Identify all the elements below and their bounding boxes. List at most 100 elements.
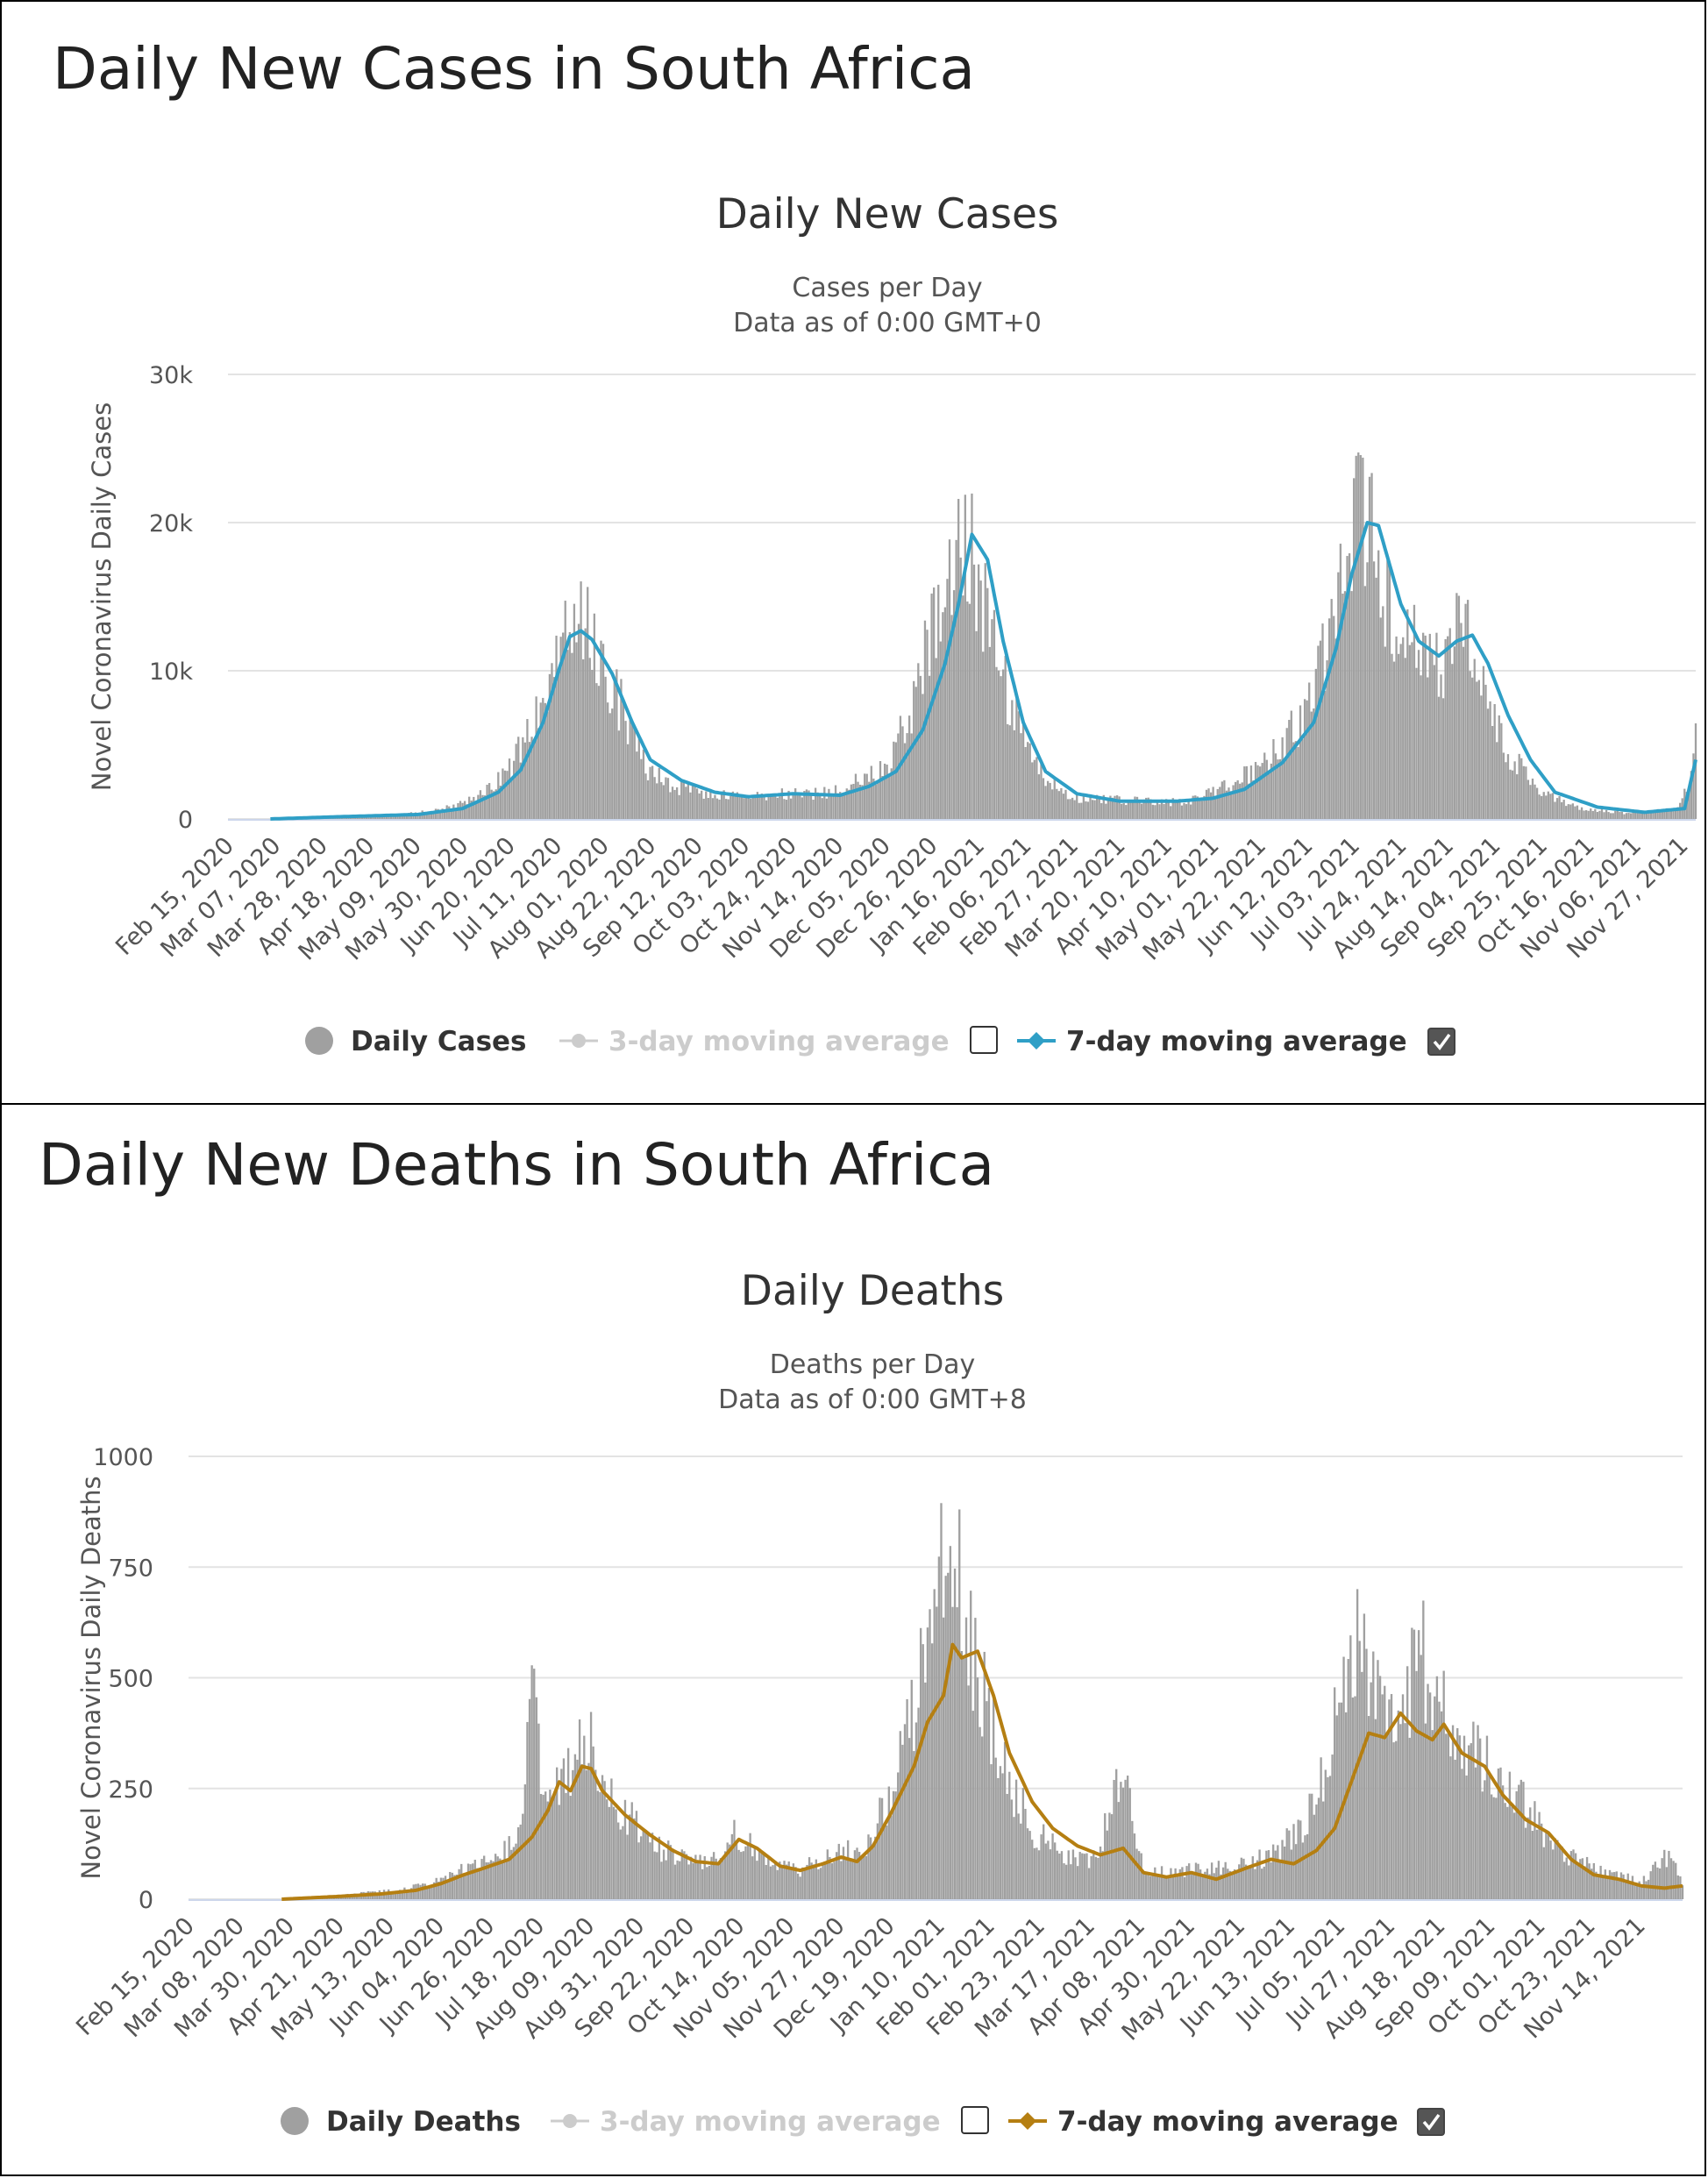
legend-daily-label[interactable]: Daily Cases <box>351 1026 527 1057</box>
daily-bar <box>1101 1851 1103 1899</box>
daily-bar <box>1613 1872 1615 1899</box>
daily-bar <box>431 1887 432 1899</box>
daily-bar <box>890 1816 892 1899</box>
daily-bar <box>734 796 736 819</box>
daily-bar <box>647 780 649 819</box>
daily-bar <box>465 1873 466 1899</box>
daily-bar <box>1462 647 1464 819</box>
daily-bar <box>906 733 907 819</box>
daily-bar <box>1590 808 1591 819</box>
daily-bar <box>1242 1859 1244 1899</box>
daily-bar <box>1022 724 1024 819</box>
daily-bar <box>901 726 903 819</box>
legend-3day-marker[interactable] <box>572 1034 586 1048</box>
daily-bar <box>810 794 812 819</box>
daily-bar <box>1556 1840 1558 1899</box>
daily-bar <box>1605 810 1607 819</box>
daily-bar <box>1543 1847 1545 1899</box>
legend-3day-marker[interactable] <box>563 2114 577 2128</box>
checkbox-3day[interactable] <box>971 1027 997 1053</box>
daily-bar <box>1061 1851 1063 1899</box>
daily-bar <box>703 799 705 819</box>
daily-bar <box>1425 636 1427 819</box>
daily-bar <box>468 797 470 819</box>
daily-bar <box>767 794 769 819</box>
daily-bar <box>1541 796 1542 819</box>
y-tick-label: 0 <box>178 807 193 834</box>
legend-bar-marker[interactable] <box>305 1027 333 1055</box>
daily-bar <box>731 1834 733 1899</box>
daily-bar <box>1007 1794 1008 1899</box>
daily-bar <box>586 1770 587 1899</box>
daily-bar <box>616 669 617 819</box>
daily-bar <box>1379 1676 1381 1899</box>
daily-bar <box>1411 1627 1413 1899</box>
daily-bar <box>517 1827 519 1899</box>
legend-3day-label[interactable]: 3-day moving average <box>608 1026 950 1057</box>
daily-bar <box>1047 781 1049 819</box>
legend-7day-marker[interactable] <box>1028 1032 1045 1050</box>
daily-bar <box>1288 720 1290 819</box>
daily-bar <box>1325 1769 1327 1899</box>
daily-bar <box>1088 1868 1090 1899</box>
daily-bar <box>623 702 624 819</box>
daily-bar <box>558 673 559 819</box>
daily-bar <box>1554 802 1555 819</box>
daily-bar <box>794 1867 796 1899</box>
daily-bar <box>555 636 557 819</box>
daily-bar <box>517 737 519 819</box>
legend-bar-marker[interactable] <box>281 2107 309 2135</box>
daily-bar <box>1132 802 1134 819</box>
daily-bar <box>792 793 794 819</box>
daily-bar <box>708 798 709 819</box>
daily-bar <box>1085 1854 1087 1899</box>
daily-bar <box>989 647 991 819</box>
daily-bar <box>1454 646 1455 819</box>
daily-bar <box>513 761 515 819</box>
daily-bar <box>1370 1683 1372 1899</box>
daily-bar <box>565 1793 566 1899</box>
checkbox-3day[interactable] <box>962 2107 988 2133</box>
daily-bar <box>480 1859 482 1899</box>
daily-bar <box>786 800 787 819</box>
deaths-panel: Daily New Deaths in South Africa Daily D… <box>0 1103 1706 2176</box>
daily-bar <box>624 721 626 819</box>
checkbox-7day[interactable] <box>1428 1028 1455 1055</box>
daily-bar <box>578 624 580 819</box>
daily-bar <box>590 1712 592 1899</box>
daily-bar <box>1321 623 1323 819</box>
daily-bar <box>835 786 836 819</box>
daily-bar <box>649 1842 651 1899</box>
daily-bar <box>1337 573 1339 819</box>
daily-bar <box>1491 726 1493 819</box>
daily-bar <box>1512 771 1513 819</box>
daily-bar <box>687 1864 689 1899</box>
legend-daily-label[interactable]: Daily Deaths <box>326 2106 521 2138</box>
legend-7day-label[interactable]: 7-day moving average <box>1057 2106 1398 2138</box>
daily-bar <box>1465 1776 1467 1899</box>
legend-7day-label[interactable]: 7-day moving average <box>1066 1026 1407 1057</box>
daily-bar <box>705 791 707 819</box>
checkbox-7day[interactable] <box>1418 2109 1444 2135</box>
daily-bar <box>717 1865 719 1899</box>
legend-3day-label[interactable]: 3-day moving average <box>600 2106 941 2138</box>
daily-bar <box>535 696 537 819</box>
daily-bar <box>1356 1589 1358 1899</box>
legend-7day-marker[interactable] <box>1019 2112 1036 2130</box>
daily-bar <box>1413 1630 1415 1899</box>
daily-bar <box>1429 634 1431 819</box>
daily-bar <box>533 739 535 819</box>
daily-bar <box>790 1868 792 1899</box>
daily-bar <box>460 1864 462 1899</box>
daily-bar <box>984 1652 986 1899</box>
daily-bar <box>690 1857 692 1899</box>
daily-bar <box>701 1869 703 1899</box>
daily-bar <box>1525 766 1527 819</box>
daily-bar <box>1304 1835 1306 1899</box>
daily-bar <box>1353 478 1355 819</box>
daily-bar <box>800 1876 801 1899</box>
daily-bar <box>758 1848 760 1899</box>
bars-series <box>272 452 1697 819</box>
daily-bar <box>617 1823 619 1899</box>
daily-bar <box>721 793 722 819</box>
